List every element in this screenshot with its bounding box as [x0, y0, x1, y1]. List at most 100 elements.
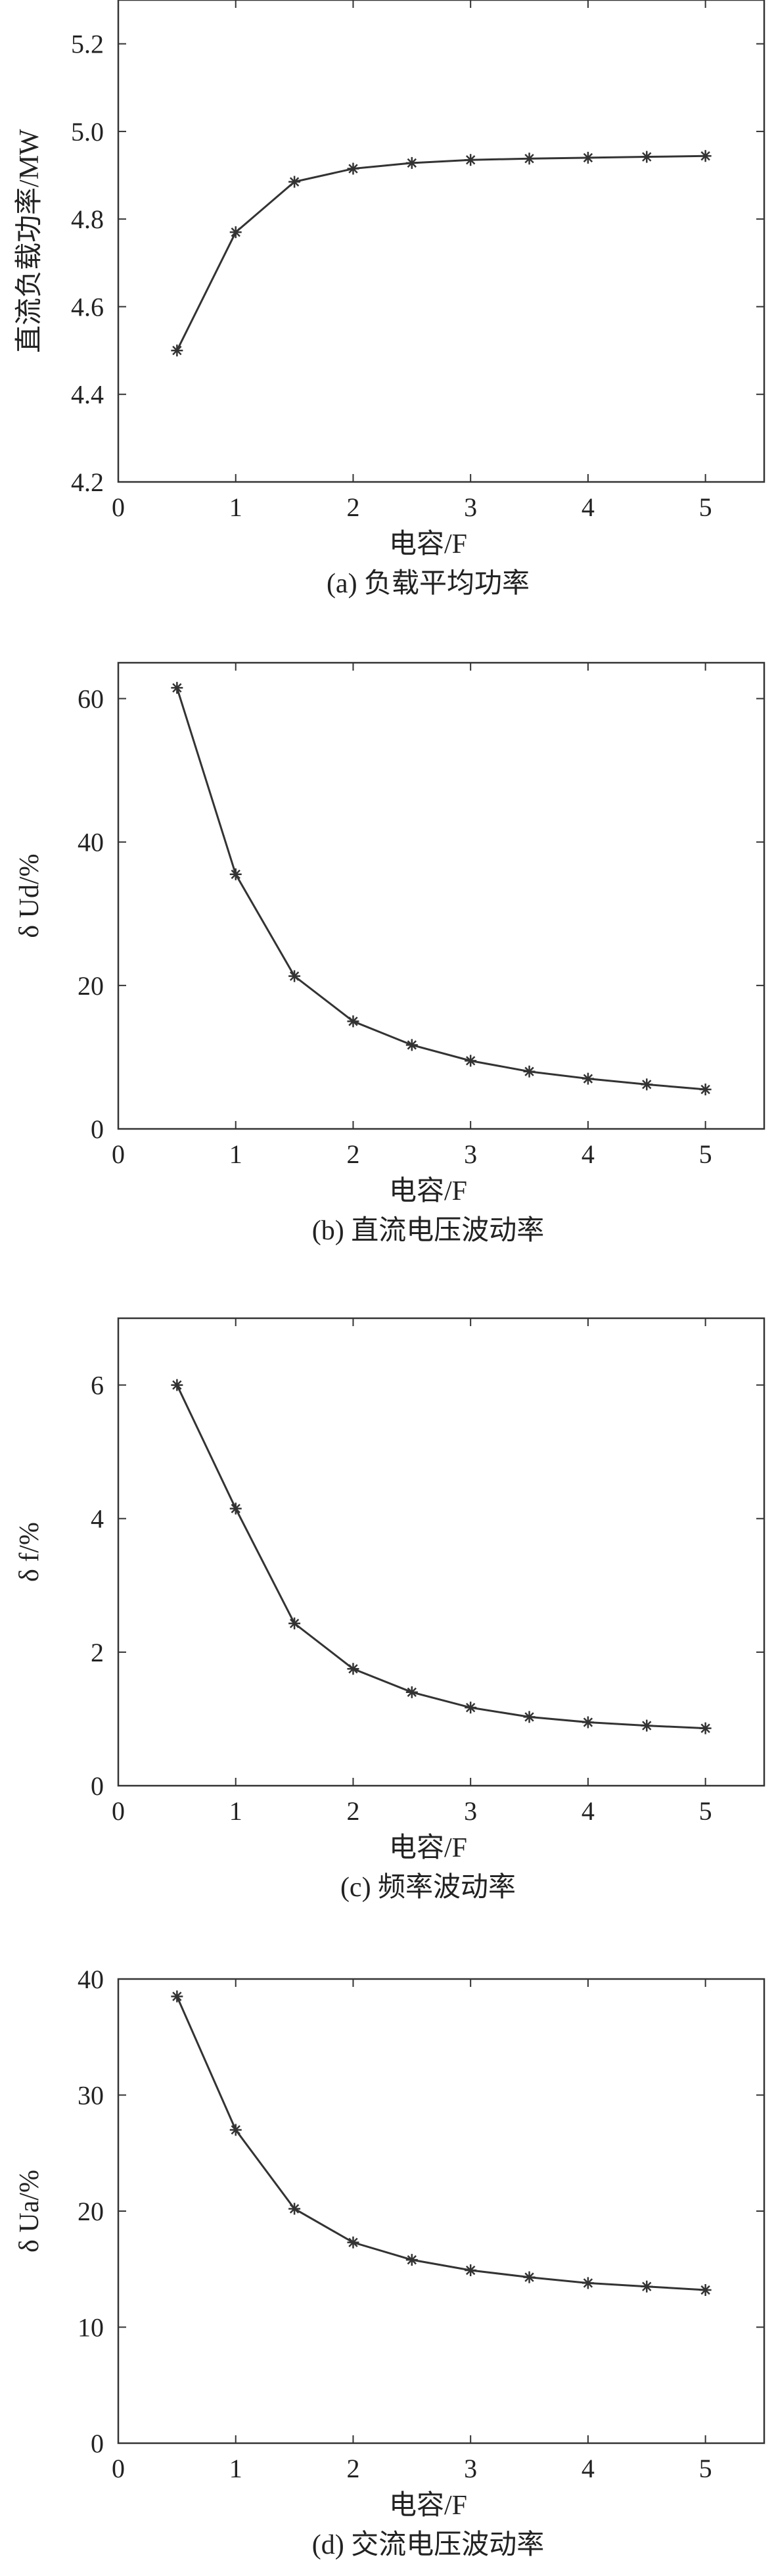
asterisk-marker-stroke — [231, 227, 240, 237]
data-point — [288, 176, 301, 188]
series-line — [175, 687, 706, 1091]
data-point — [229, 226, 242, 239]
data-point — [641, 1078, 653, 1091]
y-tick-label: 40 — [78, 828, 104, 857]
data-point — [347, 162, 359, 175]
data-point — [288, 1617, 301, 1630]
asterisk-marker-stroke — [700, 1723, 710, 1733]
chart-4: 0 1 2 3 4 5 0 10 20 30 40 电容/F δ Ua/% (d) 交流电压波动率 — [14, 1965, 765, 2560]
data-point — [523, 153, 536, 165]
asterisk-marker-stroke — [642, 152, 652, 162]
data-point — [171, 1990, 183, 2003]
x-axis-label: 电容/F — [389, 1176, 467, 1206]
data-point — [405, 2254, 418, 2266]
data-point — [523, 1065, 536, 1078]
asterisk-marker-stroke — [289, 1618, 300, 1629]
data-point — [699, 150, 712, 162]
data-point — [641, 2280, 653, 2293]
asterisk-marker-stroke — [172, 1380, 182, 1390]
data-point — [641, 151, 653, 163]
asterisk-marker-stroke — [289, 2204, 300, 2214]
x-tick-label: 4 — [582, 1796, 595, 1826]
data-point — [229, 868, 242, 880]
data-point — [347, 1015, 359, 1028]
y-tick-label: 10 — [78, 2313, 104, 2343]
plot-frame — [117, 1317, 765, 1787]
data-point — [288, 970, 301, 982]
x-tick-label: 3 — [464, 492, 477, 522]
data-point — [582, 2277, 594, 2289]
asterisk-marker-stroke — [289, 177, 300, 187]
x-tick-label: 1 — [229, 2454, 242, 2483]
y-tick-label: 2 — [91, 1638, 104, 1667]
asterisk-marker-stroke — [642, 2281, 652, 2291]
y-tick-label: 0 — [91, 2429, 104, 2458]
data-point — [465, 154, 477, 166]
asterisk-marker-stroke — [407, 1687, 417, 1697]
data-point — [405, 1686, 418, 1698]
data-point — [582, 1072, 594, 1085]
x-tick-label: 2 — [346, 492, 359, 522]
asterisk-marker-stroke — [172, 1992, 182, 2001]
y-tick-label: 4.8 — [71, 204, 104, 234]
chart-caption: (c) 频率波动率 — [340, 1872, 516, 1903]
y-axis-label: δ f/% — [14, 1522, 45, 1582]
asterisk-marker-stroke — [348, 164, 358, 174]
chart-caption: (a) 负载平均功率 — [327, 568, 530, 599]
asterisk-marker-stroke — [642, 1080, 652, 1089]
asterisk-marker-stroke — [348, 1664, 358, 1674]
x-tick-label: 0 — [112, 2454, 125, 2483]
x-tick-label: 5 — [699, 1796, 712, 1826]
x-axis-label: 电容/F — [389, 2490, 467, 2521]
x-tick-label: 5 — [699, 2454, 712, 2483]
asterisk-marker-stroke — [348, 1016, 358, 1026]
y-tick-label: 4.4 — [71, 380, 104, 410]
y-tick-label: 60 — [78, 684, 104, 714]
y-tick-label: 20 — [78, 971, 104, 1001]
y-tick-label: 0 — [91, 1771, 104, 1801]
y-tick-label: 4.6 — [71, 292, 104, 322]
plot-frame — [117, 661, 765, 1130]
asterisk-marker-stroke — [465, 1702, 476, 1713]
data-point — [229, 1502, 242, 1515]
data-point — [171, 682, 183, 694]
asterisk-marker-stroke — [407, 158, 417, 168]
y-tick-label: 20 — [78, 2197, 104, 2226]
asterisk-marker-stroke — [700, 2285, 710, 2295]
data-point — [465, 1055, 477, 1067]
chart-2: 0 1 2 3 4 5 0 20 40 60 电容/F δ Ud/% (b) 直流电压波动率 — [14, 661, 765, 1246]
chart-caption: (b) 直流电压波动率 — [312, 1215, 544, 1246]
asterisk-marker-stroke — [642, 1721, 652, 1730]
asterisk-marker-stroke — [231, 2125, 240, 2135]
asterisk-marker-stroke — [172, 345, 182, 356]
data-point — [582, 1716, 594, 1729]
data-point — [699, 1084, 712, 1096]
x-tick-label: 3 — [464, 2454, 477, 2483]
chart-caption: (d) 交流电压波动率 — [312, 2529, 544, 2560]
asterisk-marker-stroke — [583, 1717, 593, 1727]
y-axis-label: δ Ua/% — [14, 2170, 45, 2253]
asterisk-marker-stroke — [465, 1056, 476, 1066]
x-tick-label: 3 — [464, 1796, 477, 1826]
x-tick-label: 2 — [346, 2454, 359, 2483]
asterisk-marker-stroke — [524, 1712, 534, 1722]
x-axis-label: 电容/F — [389, 529, 467, 560]
y-tick-label: 0 — [91, 1114, 104, 1144]
x-tick-label: 0 — [112, 1796, 125, 1826]
asterisk-marker-stroke — [583, 2278, 593, 2288]
asterisk-marker-stroke — [348, 2237, 358, 2247]
asterisk-marker-stroke — [700, 151, 710, 161]
asterisk-marker-stroke — [172, 682, 182, 693]
asterisk-marker-stroke — [524, 2272, 534, 2282]
data-point — [171, 1379, 183, 1391]
x-tick-label: 4 — [582, 1139, 595, 1169]
x-axis-label: 电容/F — [389, 1832, 467, 1863]
plot-frame — [117, 1978, 765, 2445]
asterisk-marker-stroke — [524, 1066, 534, 1076]
asterisk-marker-stroke — [465, 155, 476, 165]
asterisk-marker-stroke — [524, 154, 534, 164]
x-tick-label: 2 — [346, 1139, 359, 1169]
x-tick-label: 1 — [229, 1796, 242, 1826]
x-tick-label: 5 — [699, 492, 712, 522]
asterisk-marker-stroke — [289, 971, 300, 981]
